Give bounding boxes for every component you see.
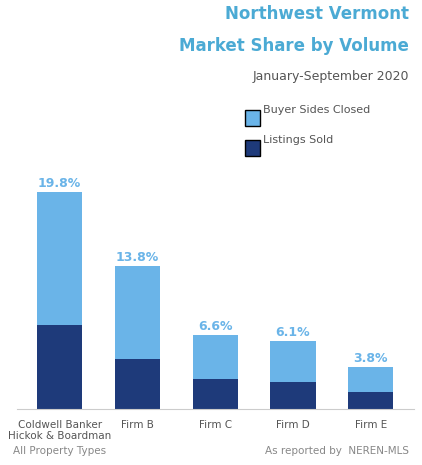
Text: Market Share by Volume: Market Share by Volume bbox=[179, 37, 409, 55]
Bar bbox=[193, 335, 238, 379]
Bar bbox=[37, 192, 82, 325]
Text: Buyer Sides Closed: Buyer Sides Closed bbox=[263, 105, 371, 115]
Text: 6.6%: 6.6% bbox=[198, 319, 233, 332]
Bar bbox=[348, 367, 393, 392]
Bar bbox=[37, 325, 82, 409]
Text: January-September 2020: January-September 2020 bbox=[253, 70, 409, 83]
Text: Listings Sold: Listings Sold bbox=[263, 135, 333, 145]
Bar bbox=[271, 341, 316, 382]
Text: All Property Types: All Property Types bbox=[13, 445, 106, 456]
Text: 6.1%: 6.1% bbox=[276, 326, 310, 339]
Text: 3.8%: 3.8% bbox=[354, 352, 388, 365]
Text: 13.8%: 13.8% bbox=[116, 251, 159, 264]
Text: Northwest Vermont: Northwest Vermont bbox=[225, 5, 409, 23]
Text: 19.8%: 19.8% bbox=[38, 177, 81, 190]
Bar bbox=[193, 379, 238, 409]
Bar bbox=[115, 359, 160, 409]
Text: As reported by  NEREN-MLS: As reported by NEREN-MLS bbox=[265, 445, 409, 456]
Bar bbox=[271, 382, 316, 409]
Bar bbox=[348, 392, 393, 409]
Bar bbox=[115, 266, 160, 359]
